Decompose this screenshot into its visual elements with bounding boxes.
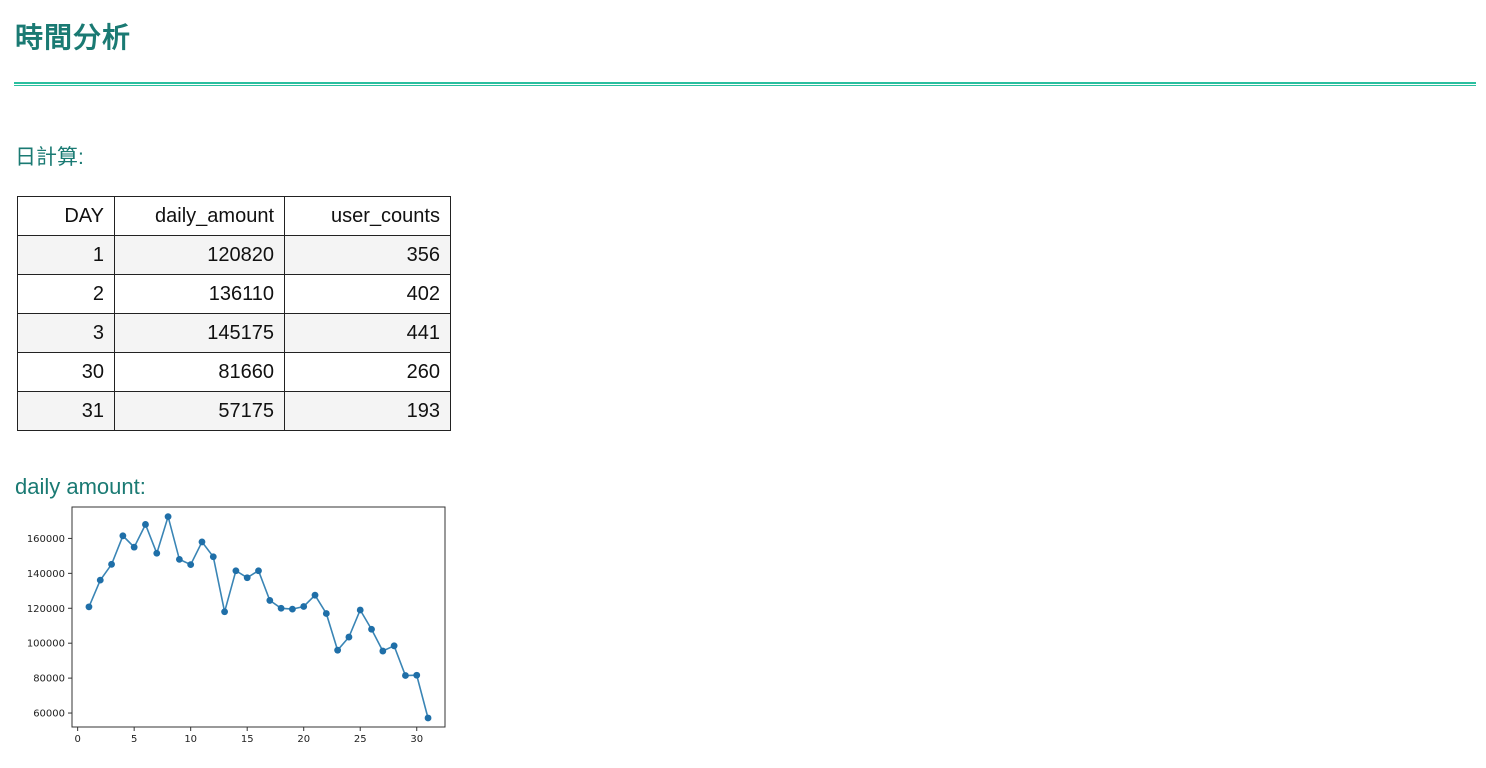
table-row: 3 145175 441	[17, 313, 451, 353]
data-point	[390, 642, 398, 650]
data-point	[119, 532, 127, 540]
y-tick-label: 140000	[27, 569, 65, 580]
page-title: 時間分析	[15, 21, 132, 54]
data-point	[96, 576, 104, 584]
cell-user-counts: 193	[284, 391, 451, 431]
series-line	[88, 513, 429, 719]
y-tick-label: 60000	[33, 709, 65, 720]
cell-user-counts: 260	[284, 352, 451, 392]
cell-daily-amount: 57175	[114, 391, 285, 431]
y-tick-label: 100000	[27, 639, 65, 650]
y-tick-label: 120000	[27, 604, 65, 615]
data-point	[175, 555, 183, 563]
x-tick-label: 25	[354, 734, 367, 745]
data-point	[334, 646, 342, 654]
data-point	[368, 625, 375, 633]
data-point	[300, 603, 308, 610]
cell-user-counts: 356	[284, 235, 451, 275]
data-point	[424, 714, 432, 722]
table-row: 31 57175 193	[17, 391, 451, 431]
data-point	[153, 549, 161, 557]
data-point	[322, 610, 330, 617]
cell-day: 31	[17, 391, 115, 431]
data-point	[379, 647, 387, 655]
x-tick-label: 30	[410, 734, 423, 745]
x-tick-label: 20	[297, 734, 310, 745]
section-label-daily-calc: 日計算:	[15, 146, 84, 169]
data-point	[345, 633, 353, 641]
y-tick-label: 160000	[27, 534, 65, 545]
data-point	[255, 567, 262, 575]
title-divider	[14, 82, 1476, 86]
daily-table: DAY daily_amount user_counts 1 120820 35…	[17, 196, 451, 431]
cell-daily-amount: 145175	[114, 313, 285, 353]
daily-amount-chart: 0 5 10 15 20 25 30 60000 80000 100000 120000 140000…	[27, 506, 446, 745]
data-point	[356, 606, 364, 614]
table-header-row: DAY daily_amount user_counts	[17, 196, 451, 236]
cell-day: 30	[17, 352, 115, 392]
data-point	[85, 603, 93, 611]
y-tick-label: 80000	[33, 674, 65, 685]
data-point	[413, 671, 421, 679]
cell-user-counts: 402	[284, 274, 451, 314]
header-user-counts: user_counts	[284, 196, 451, 236]
cell-day: 2	[17, 274, 115, 314]
cell-day: 1	[17, 235, 115, 275]
data-point	[108, 560, 115, 568]
data-point	[232, 567, 240, 575]
table-row: 2 136110 402	[17, 274, 451, 314]
table-row: 30 81660 260	[17, 352, 451, 392]
data-point	[243, 574, 251, 582]
data-point	[266, 597, 274, 604]
header-day: DAY	[17, 196, 115, 236]
cell-user-counts: 441	[284, 313, 451, 353]
data-point	[142, 521, 149, 528]
x-tick-label: 0	[74, 734, 80, 745]
cell-daily-amount: 120820	[114, 235, 285, 275]
data-point	[164, 513, 172, 521]
x-tick-label: 10	[184, 734, 197, 745]
header-daily-amount: daily_amount	[114, 196, 285, 236]
data-point	[209, 553, 217, 561]
cell-daily-amount: 136110	[114, 274, 285, 314]
data-point	[402, 672, 409, 679]
data-point	[311, 591, 319, 599]
data-point	[289, 605, 296, 613]
cell-daily-amount: 81660	[114, 352, 285, 392]
data-point	[187, 561, 195, 569]
data-point	[221, 608, 228, 616]
x-tick-label: 15	[241, 734, 254, 745]
data-point	[198, 538, 206, 546]
plot-frame	[71, 506, 446, 728]
table-row: 1 120820 356	[17, 235, 451, 275]
cell-day: 3	[17, 313, 115, 353]
data-point	[277, 604, 285, 612]
x-tick-label: 5	[131, 734, 137, 745]
section-label-daily-amount: daily amount:	[15, 474, 146, 499]
data-point	[130, 543, 138, 551]
